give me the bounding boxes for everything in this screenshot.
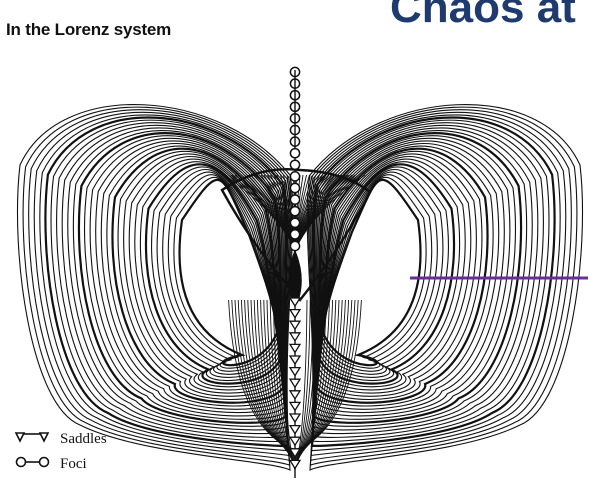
mesh-strand <box>228 174 302 301</box>
focus-marker <box>289 78 301 89</box>
focus-marker <box>289 124 301 136</box>
left-orbit-loop <box>100 143 285 410</box>
saddle-marker <box>288 401 302 412</box>
saddle-marker <box>288 297 302 308</box>
left-wing-orbits <box>16 104 294 471</box>
saddle-marker <box>288 448 302 459</box>
legend: Saddles Foci <box>14 431 107 472</box>
focus-marker <box>289 101 301 113</box>
focus-marker <box>289 229 301 240</box>
right-orbit-loop <box>310 111 567 457</box>
saddle-marker <box>288 366 302 377</box>
saddles-column <box>288 296 302 478</box>
focus-marker <box>289 66 301 78</box>
left-orbit-loop <box>67 127 287 431</box>
right-orbit-loop <box>311 114 561 452</box>
left-orbit-loop <box>39 114 289 452</box>
focus-marker <box>289 147 301 159</box>
right-orbit-loop <box>309 109 572 462</box>
right-wing-orbits <box>306 104 584 471</box>
focus-marker <box>289 194 301 205</box>
saddle-marker <box>288 390 302 401</box>
left-orbit-loop <box>44 116 290 447</box>
mesh-boundary <box>220 168 372 302</box>
right-orbit-loop <box>315 143 500 410</box>
left-orbit-loop <box>28 109 291 462</box>
focus-marker <box>289 182 301 194</box>
saddle-marker <box>288 332 302 343</box>
saddle-marker <box>288 343 302 354</box>
right-orbit-loop <box>314 137 511 417</box>
mesh-strand <box>254 174 300 301</box>
left-orbit-loop <box>16 104 294 471</box>
foci-column <box>289 66 301 260</box>
saddle-marker <box>288 413 302 424</box>
focus-marker <box>289 205 301 217</box>
slide-subtitle: In the Lorenz system <box>6 20 172 39</box>
saddle-marker <box>288 436 302 447</box>
left-orbit-loop <box>95 140 285 414</box>
saddle-legend-icon <box>14 432 50 443</box>
focus-marker <box>289 89 301 101</box>
saddle-marker <box>288 378 302 389</box>
focus-marker <box>289 159 301 171</box>
slide-title: Chaos at <box>390 0 576 32</box>
focus-marker <box>289 136 301 147</box>
mesh-strand <box>290 174 336 301</box>
focus-legend-icon <box>15 456 50 468</box>
left-orbit-loop <box>72 129 287 427</box>
saddle-marker <box>288 424 302 435</box>
foci-label: Foci <box>60 456 87 472</box>
saddles-label: Saddles <box>60 431 107 447</box>
saddle-marker <box>288 308 302 319</box>
right-orbit-loop <box>312 122 544 438</box>
focus-marker <box>289 113 301 124</box>
left-orbit-loop <box>33 111 290 457</box>
focus-marker <box>289 217 301 229</box>
left-orbit-loop <box>22 106 293 467</box>
right-orbit-loop <box>307 106 578 467</box>
right-orbit-loop <box>315 140 505 414</box>
focus-marker <box>289 171 301 182</box>
saddle-marker <box>288 355 302 366</box>
saddle-marker <box>288 320 302 331</box>
focus-marker <box>289 240 301 252</box>
saddle-marker <box>288 459 302 470</box>
left-orbit-loop <box>89 137 286 417</box>
right-orbit-loop <box>313 127 533 431</box>
right-orbit-loop <box>312 124 539 435</box>
left-orbit-loop <box>61 124 288 435</box>
